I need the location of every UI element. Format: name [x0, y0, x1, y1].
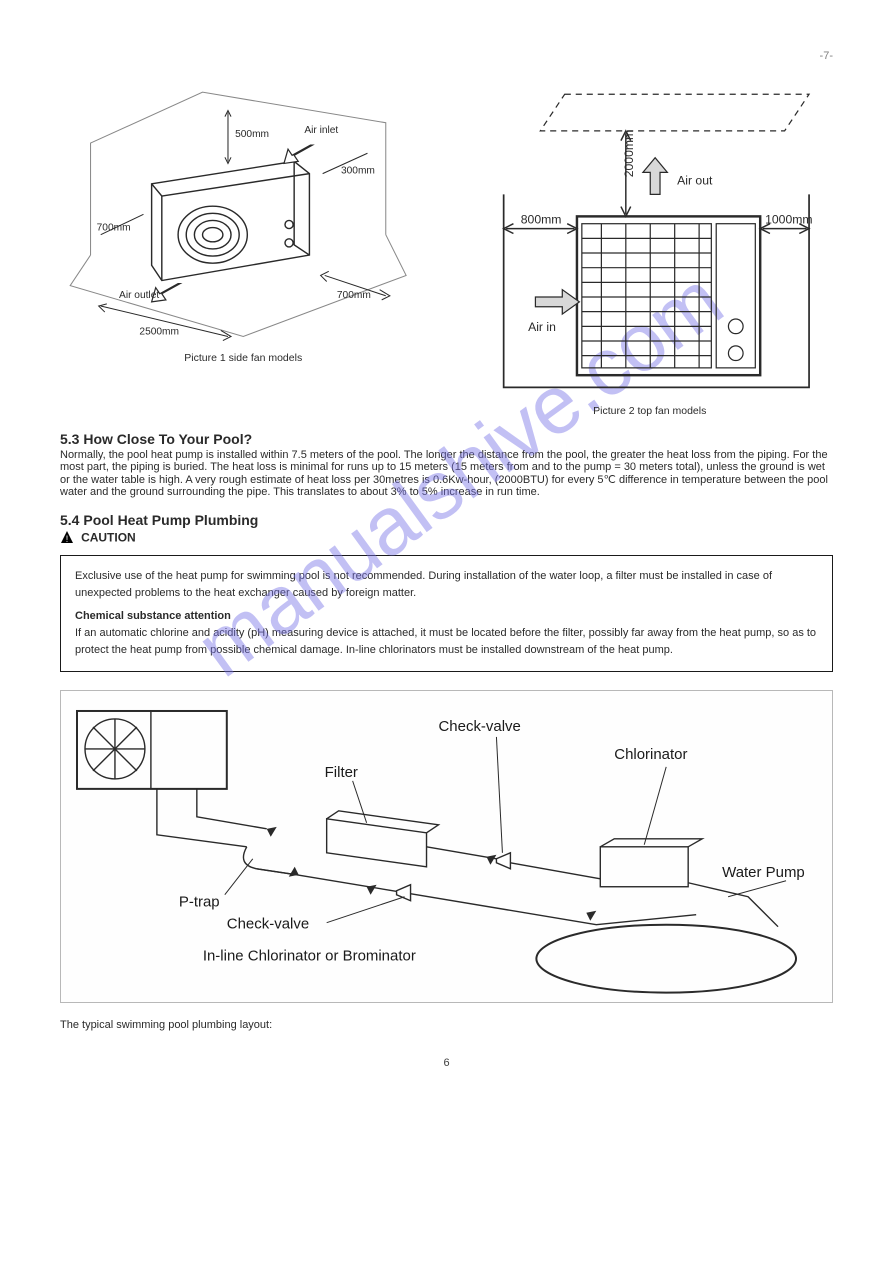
section-5-3-heading: 5.3 How Close To Your Pool? [60, 431, 833, 447]
label-chlorinator: Chlorinator [614, 746, 687, 763]
plumbing-svg: Check-valve Chlorinator Filter P-trap Ch… [67, 697, 826, 997]
side-fan-caption: Picture 1 side fan models [60, 352, 427, 364]
caution-body-1: Exclusive use of the heat pump for swimm… [75, 568, 818, 602]
dim-300mm: 300mm [341, 166, 375, 177]
top-fan-diagram: 2000mm Air out 800mm 1000mm Air in Pictu… [467, 82, 834, 417]
label-air-inlet: Air inlet [304, 125, 338, 136]
caution-body-2: If an automatic chlorine and acidity (pH… [75, 625, 818, 659]
side-fan-svg: 500mm Air inlet Air outlet 2500mm 700mm … [60, 82, 427, 347]
layout-line: The typical swimming pool plumbing layou… [60, 1019, 833, 1031]
clearance-diagrams: 500mm Air inlet Air outlet 2500mm 700mm … [60, 82, 833, 417]
label-air-out: Air out [677, 174, 713, 188]
top-fan-caption: Picture 2 top fan models [467, 405, 834, 417]
dim-1000mm: 1000mm [765, 213, 812, 227]
caution-box: Exclusive use of the heat pump for swimm… [60, 555, 833, 672]
caution-label: CAUTION [81, 530, 136, 544]
dim-500mm: 500mm [235, 129, 269, 140]
svg-text:!: ! [66, 534, 69, 544]
side-fan-diagram: 500mm Air inlet Air outlet 2500mm 700mm … [60, 82, 427, 417]
dim-800mm: 800mm [520, 213, 561, 227]
label-air-in: Air in [528, 320, 556, 334]
label-water-pump: Water Pump [722, 864, 805, 881]
page-number-top: -7- [60, 50, 833, 62]
dim-700mm-b: 700mm [97, 223, 131, 234]
caution-subhead: Chemical substance attention [75, 608, 818, 625]
dim-2000mm: 2000mm [622, 130, 636, 177]
label-air-outlet: Air outlet [119, 290, 159, 301]
caution-line: ! CAUTION [60, 530, 833, 547]
label-check-valve-top: Check-valve [439, 718, 521, 735]
label-p-trap: P-trap [179, 894, 220, 911]
plumbing-diagram: Check-valve Chlorinator Filter P-trap Ch… [60, 690, 833, 1004]
section-5-3-body: Normally, the pool heat pump is installe… [60, 449, 833, 498]
caution-icon: ! [60, 530, 74, 547]
label-check-valve-bot: Check-valve [227, 916, 309, 933]
label-inline: In-line Chlorinator or Brominator [203, 948, 416, 965]
label-filter: Filter [325, 764, 358, 781]
section-5-4-heading: 5.4 Pool Heat Pump Plumbing [60, 512, 833, 528]
top-fan-svg: 2000mm Air out 800mm 1000mm Air in [467, 82, 834, 400]
page-number-bottom: 6 [60, 1057, 833, 1069]
dim-700mm-a: 700mm [337, 290, 371, 301]
dim-2500mm: 2500mm [139, 326, 179, 337]
